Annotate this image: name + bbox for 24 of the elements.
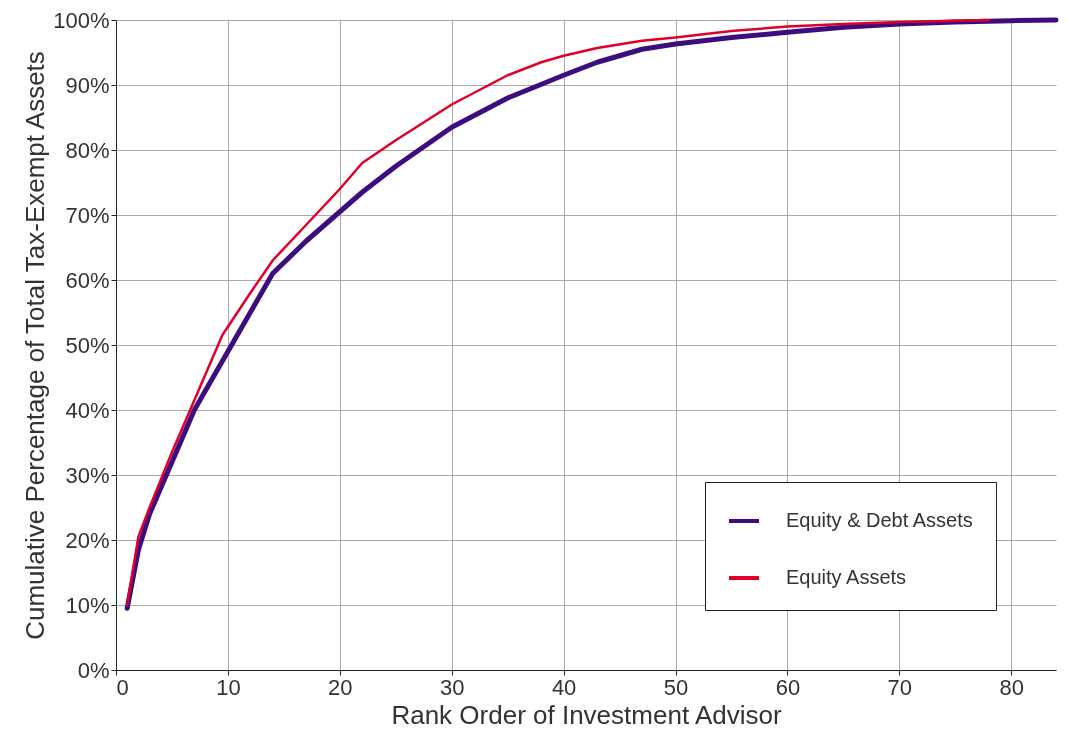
x-tick-label: 30	[439, 674, 465, 700]
y-tick-label: 0%	[77, 657, 110, 683]
x-tick-label: 60	[775, 674, 801, 700]
x-tick-label: 20	[328, 674, 353, 700]
y-tick-label: 50%	[65, 332, 110, 358]
legend-label: Equity & Debt Assets	[786, 509, 973, 531]
x-tick-label: 40	[551, 674, 577, 700]
x-tick-label: 10	[216, 674, 241, 700]
y-tick-label: 70%	[65, 202, 110, 228]
y-axis-title: Cumulative Percentage of Total Tax-Exempt Assets	[20, 51, 51, 640]
y-tick-label: 10%	[65, 592, 110, 618]
x-tick-label: 80	[999, 674, 1024, 700]
x-tick-label: 70	[887, 674, 913, 700]
y-tick-label: 20%	[65, 527, 110, 553]
y-tick-label: 100%	[53, 7, 110, 33]
x-axis-title: Rank Order of Investment Advisor	[391, 699, 782, 730]
legend-label: Equity Assets	[786, 566, 907, 588]
x-tick-label: 0	[116, 674, 129, 700]
y-tick-label: 30%	[65, 462, 110, 488]
y-tick-label: 40%	[65, 397, 110, 423]
x-tick-label: 50	[663, 674, 689, 700]
y-tick-label: 80%	[65, 137, 110, 163]
y-tick-label: 60%	[65, 267, 110, 293]
y-tick-label: 90%	[65, 72, 110, 98]
